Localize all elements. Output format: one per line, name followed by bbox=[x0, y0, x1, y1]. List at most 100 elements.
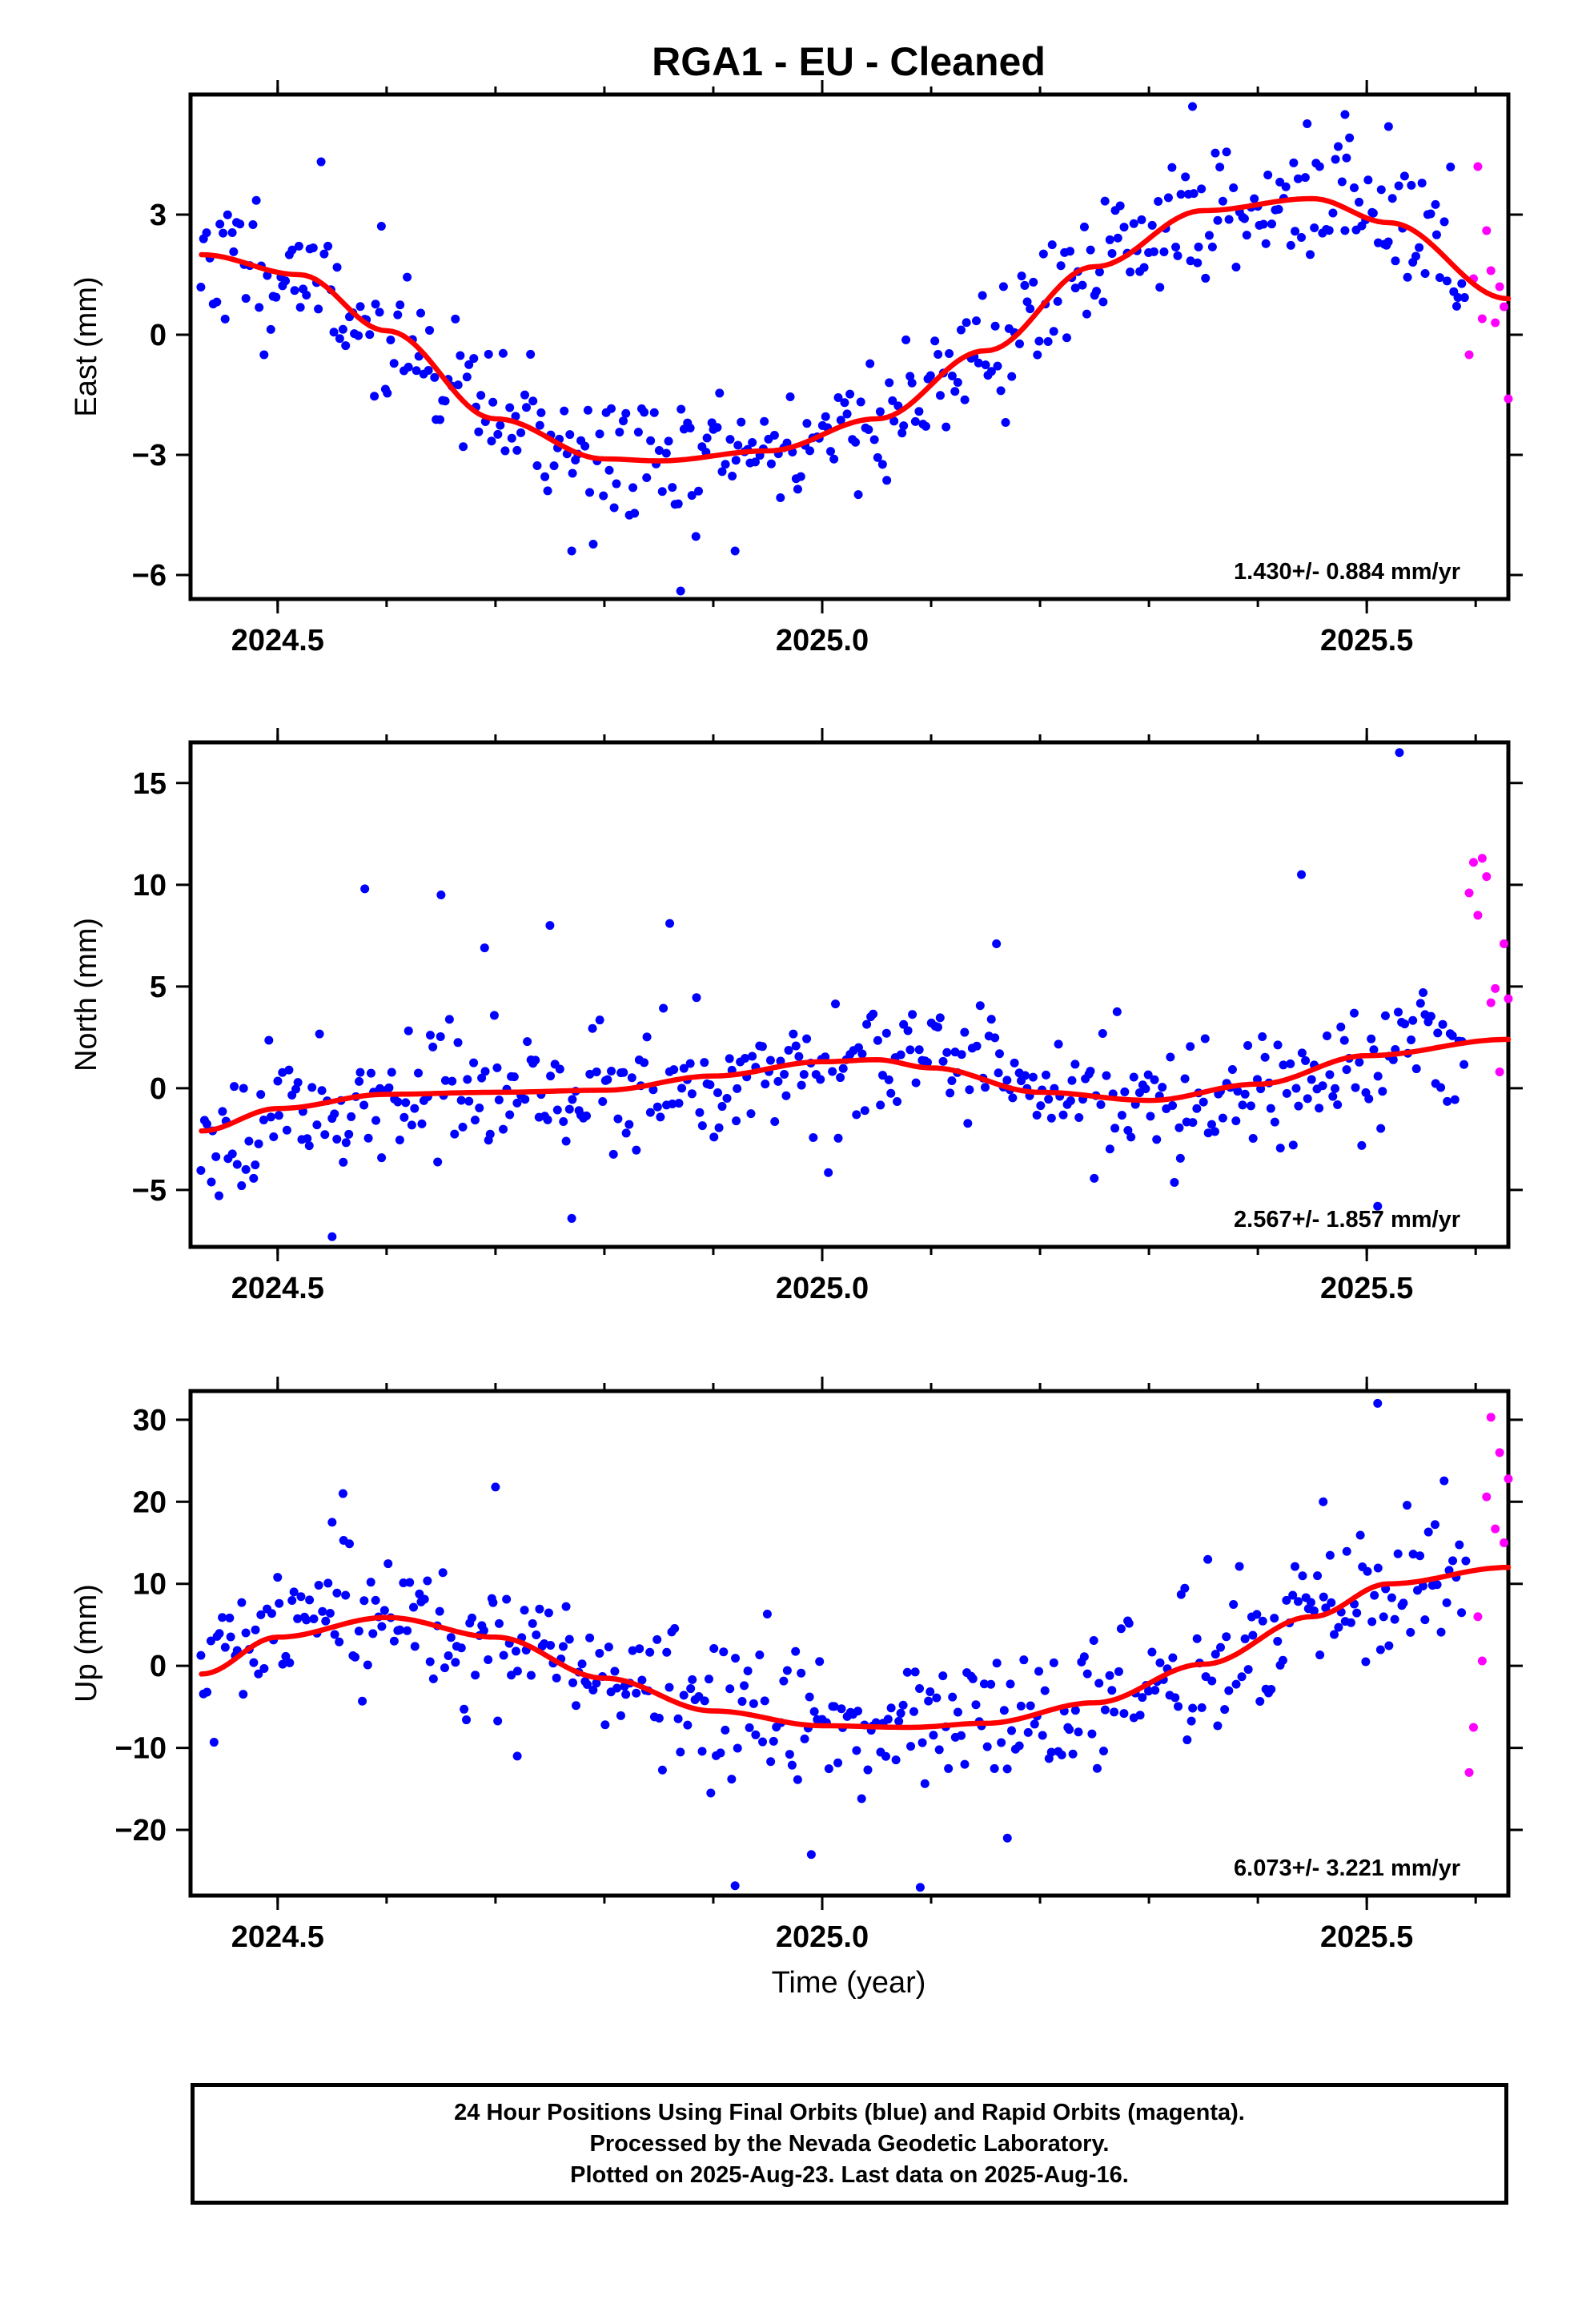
north-final-point bbox=[1436, 1083, 1446, 1092]
north-final-point bbox=[994, 1068, 1003, 1078]
east-final-point bbox=[1340, 110, 1350, 119]
up-final-point bbox=[249, 1658, 259, 1667]
up-final-point bbox=[1288, 1590, 1298, 1600]
east-final-point bbox=[840, 398, 849, 408]
up-final-point bbox=[863, 1765, 873, 1775]
east-final-point bbox=[802, 419, 812, 428]
north-final-point bbox=[1180, 1074, 1190, 1084]
north-final-point bbox=[946, 1088, 955, 1098]
north-final-point bbox=[1243, 1041, 1253, 1051]
up-final-point bbox=[731, 1654, 741, 1663]
up-final-point bbox=[512, 1667, 522, 1676]
up-final-point bbox=[335, 1637, 344, 1647]
north-final-point bbox=[1096, 1100, 1106, 1109]
east-final-point bbox=[1154, 196, 1163, 206]
up-final-point bbox=[1135, 1711, 1145, 1720]
up-final-point bbox=[1248, 1630, 1258, 1640]
east-final-point bbox=[1070, 283, 1080, 293]
north-rapid-point bbox=[1500, 939, 1509, 948]
north-final-point bbox=[1294, 1101, 1303, 1111]
up-final-point bbox=[749, 1699, 758, 1708]
east-x-tick-label: 2025.0 bbox=[776, 624, 869, 657]
north-rapid-point bbox=[1491, 983, 1500, 993]
up-final-point bbox=[657, 1765, 667, 1775]
up-final-point bbox=[468, 1613, 477, 1622]
up-final-point bbox=[679, 1691, 689, 1700]
east-final-point bbox=[251, 195, 261, 205]
up-final-point bbox=[267, 1609, 276, 1618]
up-final-point bbox=[511, 1647, 520, 1656]
north-final-point bbox=[344, 1129, 354, 1139]
east-y-tick-label: −6 bbox=[132, 559, 167, 593]
east-final-point bbox=[1176, 190, 1186, 199]
up-final-point bbox=[1119, 1709, 1129, 1719]
east-final-point bbox=[1224, 215, 1234, 224]
north-final-point bbox=[1415, 999, 1425, 1008]
north-final-point bbox=[293, 1078, 303, 1088]
north-final-point bbox=[1074, 1112, 1084, 1122]
east-final-point bbox=[462, 372, 472, 382]
up-final-point bbox=[273, 1573, 283, 1582]
up-final-point bbox=[196, 1651, 206, 1660]
up-final-point bbox=[1367, 1617, 1377, 1626]
up-rapid-point bbox=[1495, 1448, 1504, 1458]
up-final-point bbox=[281, 1651, 291, 1661]
east-final-point bbox=[728, 471, 737, 480]
up-final-point bbox=[494, 1618, 504, 1628]
north-rapid-point bbox=[1482, 872, 1492, 882]
up-rapid-point bbox=[1500, 1538, 1509, 1548]
north-final-point bbox=[1275, 1144, 1285, 1153]
east-final-point bbox=[1215, 163, 1225, 172]
up-final-point bbox=[371, 1595, 380, 1605]
north-y-tick-label: −5 bbox=[132, 1174, 167, 1208]
east-final-point bbox=[628, 483, 638, 493]
north-final-point bbox=[659, 1003, 669, 1013]
east-final-point bbox=[383, 388, 392, 398]
north-fit-curve bbox=[199, 1036, 1512, 1134]
up-final-point bbox=[1408, 1550, 1418, 1559]
up-final-point bbox=[338, 1489, 347, 1498]
north-final-point bbox=[284, 1065, 294, 1075]
east-final-point bbox=[1033, 350, 1042, 360]
up-final-point bbox=[405, 1578, 415, 1587]
east-final-point bbox=[1315, 162, 1324, 171]
up-final-point bbox=[275, 1598, 284, 1608]
north-final-point bbox=[269, 1132, 279, 1142]
north-rapid-point bbox=[1473, 911, 1483, 920]
east-final-point bbox=[393, 310, 403, 320]
up-final-point bbox=[1180, 1583, 1190, 1593]
north-final-point bbox=[1339, 1035, 1349, 1045]
north-final-point bbox=[543, 1115, 552, 1124]
north-final-point bbox=[677, 1084, 687, 1093]
east-final-point bbox=[403, 272, 412, 282]
up-final-point bbox=[1243, 1665, 1253, 1675]
north-final-point bbox=[765, 1055, 775, 1065]
up-final-point bbox=[358, 1696, 367, 1706]
north-final-point bbox=[1395, 748, 1404, 758]
north-final-point bbox=[371, 1116, 381, 1125]
up-final-point bbox=[1089, 1635, 1098, 1645]
east-final-point bbox=[776, 493, 785, 502]
up-final-point bbox=[1068, 1749, 1078, 1759]
north-final-point bbox=[784, 1045, 793, 1055]
east-final-point bbox=[1328, 208, 1338, 218]
east-final-point bbox=[1293, 174, 1303, 183]
north-x-tick-label: 2025.0 bbox=[776, 1272, 869, 1305]
up-final-point bbox=[577, 1659, 587, 1669]
east-final-point bbox=[1159, 247, 1169, 256]
east-final-point bbox=[498, 348, 508, 358]
east-rapid-point bbox=[1477, 314, 1487, 324]
east-final-point bbox=[287, 245, 297, 255]
east-final-point bbox=[950, 387, 960, 396]
north-final-point bbox=[315, 1029, 324, 1039]
up-final-point bbox=[1211, 1650, 1220, 1659]
north-final-point bbox=[1170, 1177, 1179, 1187]
north-final-point bbox=[1044, 1095, 1054, 1104]
north-final-point bbox=[695, 1108, 705, 1117]
up-final-point bbox=[700, 1696, 709, 1706]
east-final-point bbox=[425, 325, 435, 335]
east-rapid-point bbox=[1464, 350, 1474, 360]
up-final-point bbox=[1030, 1719, 1039, 1729]
east-final-point bbox=[885, 378, 894, 388]
up-final-point bbox=[1282, 1595, 1291, 1605]
